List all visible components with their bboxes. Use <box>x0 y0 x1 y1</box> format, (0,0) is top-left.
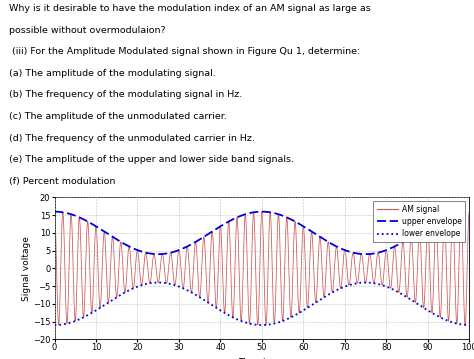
Text: (b) The frequency of the modulating signal in Hz.: (b) The frequency of the modulating sign… <box>9 90 243 99</box>
Text: (f) Percent modulation: (f) Percent modulation <box>9 177 116 186</box>
Y-axis label: Signal voltage: Signal voltage <box>22 236 31 301</box>
Text: (e) The amplitude of the upper and lower side band signals.: (e) The amplitude of the upper and lower… <box>9 155 294 164</box>
Text: (d) The frequency of the unmodulated carrier in Hz.: (d) The frequency of the unmodulated car… <box>9 134 255 143</box>
Text: (a) The amplitude of the modulating signal.: (a) The amplitude of the modulating sign… <box>9 69 216 78</box>
Text: Why is it desirable to have the modulation index of an AM signal as large as: Why is it desirable to have the modulati… <box>9 4 371 13</box>
Legend: AM signal, upper envelope, lower envelope: AM signal, upper envelope, lower envelop… <box>373 201 465 242</box>
Text: (c) The amplitude of the unmodulated carrier.: (c) The amplitude of the unmodulated car… <box>9 112 228 121</box>
Text: (iii) For the Amplitude Modulated signal shown in Figure Qu 1, determine:: (iii) For the Amplitude Modulated signal… <box>9 47 361 56</box>
Text: possible without overmodulaion?: possible without overmodulaion? <box>9 26 166 35</box>
X-axis label: Time in μs: Time in μs <box>238 358 285 359</box>
